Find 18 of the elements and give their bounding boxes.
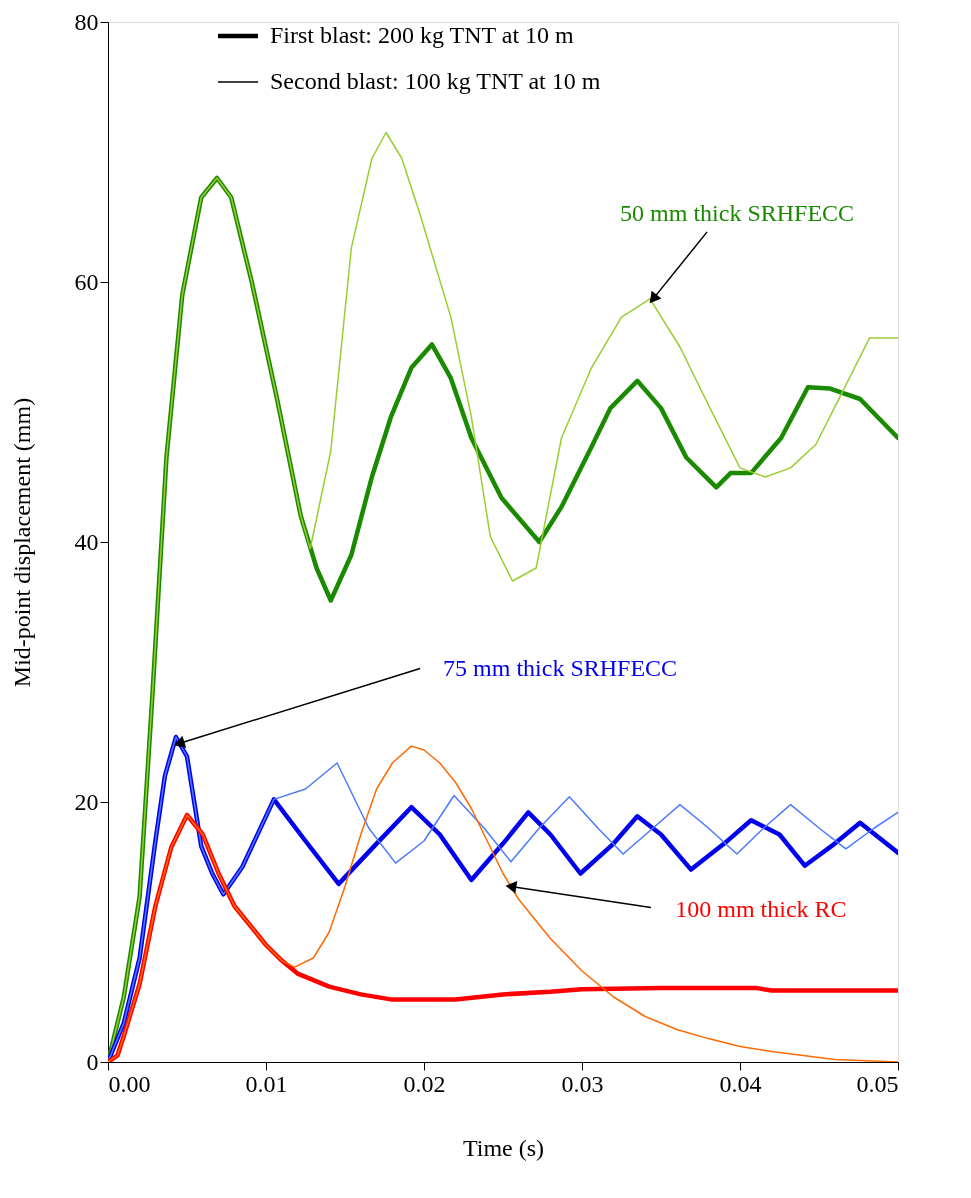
y-tick-label: 20 — [74, 788, 99, 815]
y-tick-label: 40 — [74, 528, 99, 555]
x-tick-label: 0.05 — [856, 1070, 899, 1097]
annotation: 50 mm thick SRHFECC — [620, 199, 855, 226]
x-axis-title: Time (s) — [462, 1134, 545, 1161]
x-tick-label: 0.03 — [561, 1070, 604, 1097]
y-tick-label: 60 — [74, 268, 99, 295]
annotation: 100 mm thick RC — [675, 895, 847, 922]
annotation: Second blast: 100 kg TNT at 10 m — [270, 68, 601, 94]
x-tick-label: 0.02 — [403, 1070, 446, 1097]
y-tick-label: 0 — [86, 1048, 99, 1075]
y-tick-label: 80 — [74, 8, 99, 35]
x-tick-label: 0.04 — [719, 1070, 762, 1097]
x-tick-label: 0.01 — [245, 1070, 288, 1097]
annotation: First blast: 200 kg TNT at 10 m — [270, 22, 575, 48]
annotation: 75 mm thick SRHFECC — [443, 654, 678, 681]
x-tick-label: 0.00 — [108, 1070, 151, 1097]
y-axis-title: Mid-point displacement (mm) — [8, 397, 35, 688]
